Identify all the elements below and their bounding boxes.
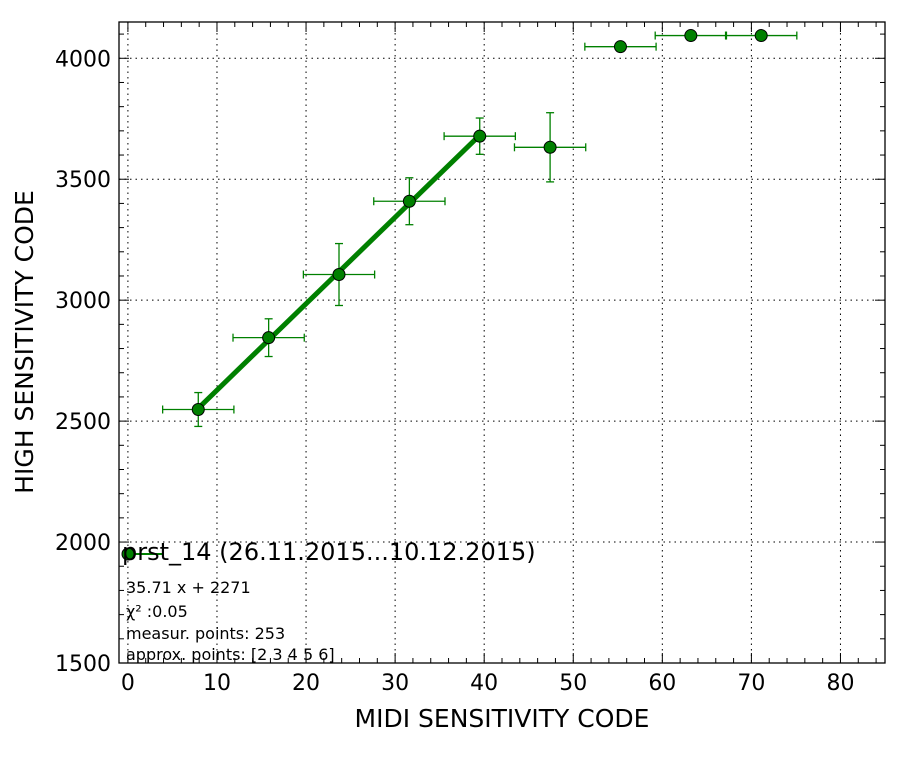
x-tick-label: 70 [737, 671, 765, 696]
legend-marker [121, 547, 135, 561]
fit-equation: 35.71 x + 2271 [126, 578, 251, 597]
grid [119, 22, 885, 664]
y-tick-label: 3000 [55, 289, 111, 314]
x-tick-label: 50 [559, 671, 587, 696]
data-point [262, 331, 276, 345]
data-point [402, 194, 416, 208]
x-tick-label: 80 [826, 671, 854, 696]
x-tick-label: 30 [381, 671, 409, 696]
annotations: 35.71 x + 2271 χ² :0.05 measur. points: … [126, 578, 335, 664]
x-tick-label: 0 [121, 671, 135, 696]
data-point [543, 140, 557, 154]
x-tick-label: 10 [203, 671, 231, 696]
data-point [754, 29, 768, 43]
data-point [473, 129, 487, 143]
approximation-points: approx. points: [2 3 4 5 6] [126, 645, 335, 664]
x-tick-label: 60 [648, 671, 676, 696]
y-tick-label: 2000 [55, 531, 111, 556]
x-axis-title: MIDI SENSITIVITY CODE [355, 704, 650, 733]
measurement-points: measur. points: 253 [126, 624, 285, 643]
data-point [684, 29, 698, 43]
y-tick-label: 1500 [55, 652, 111, 677]
x-tick-label: 40 [470, 671, 498, 696]
x-tick-label: 20 [292, 671, 320, 696]
ticks [119, 22, 885, 664]
legend-label: prst_14 (26.11.2015...10.12.2015) [122, 538, 536, 566]
y-axis-title: HIGH SENSITIVITY CODE [10, 190, 39, 494]
chi-square: χ² :0.05 [126, 602, 188, 621]
data-point [191, 403, 205, 417]
y-tick-label: 4000 [55, 47, 111, 72]
y-tick-label: 2500 [55, 410, 111, 435]
data-point [332, 268, 346, 282]
tick-labels: 0 10 20 30 40 50 60 70 80 1500 2000 2500 3000 3500 400… [55, 47, 854, 696]
legend: prst_14 (26.11.2015...10.12.2015) [121, 538, 536, 566]
data-points [191, 29, 768, 417]
plot-frame [118, 21, 886, 664]
y-tick-label: 3500 [55, 168, 111, 193]
data-point [613, 40, 627, 54]
